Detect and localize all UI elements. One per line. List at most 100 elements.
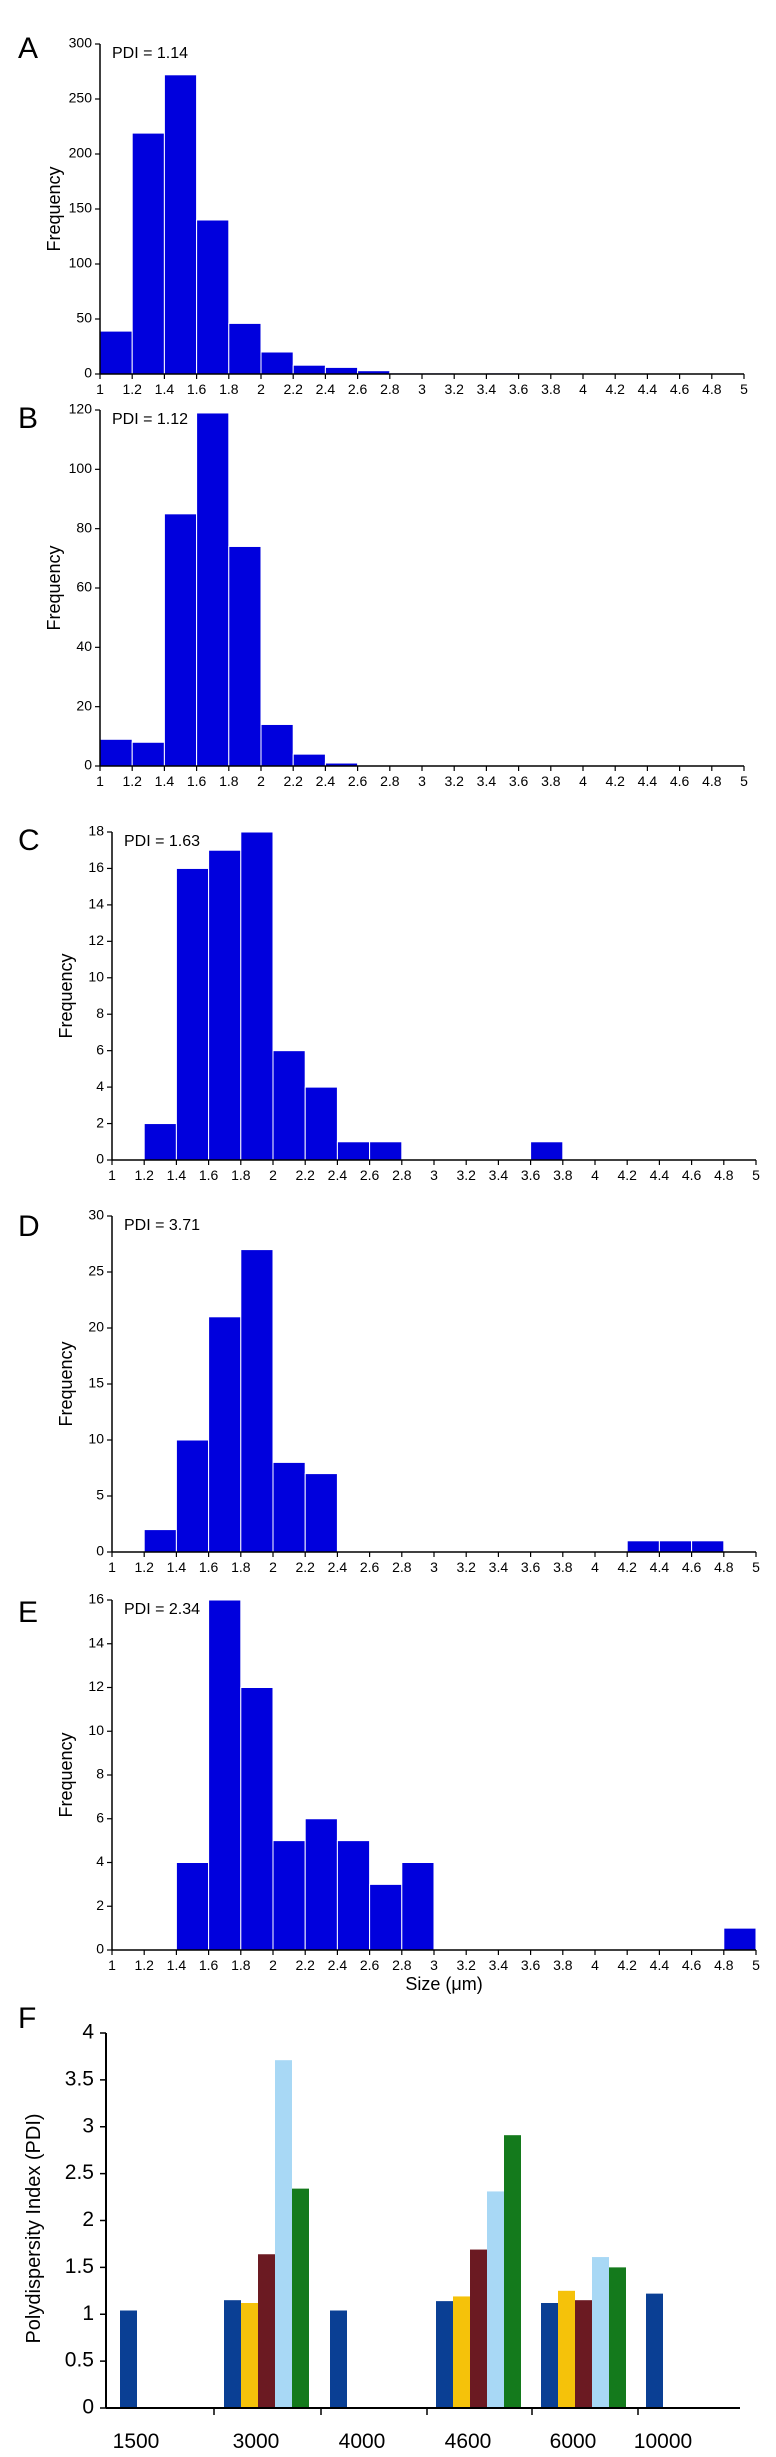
x-tick-label: 2.8 <box>380 773 400 789</box>
histogram-bar <box>208 1316 242 1553</box>
x-tick-label: 1.2 <box>134 1957 154 1973</box>
y-tick-label: 2 <box>82 2208 94 2231</box>
pdi-annotation: PDI = 2.34 <box>124 1601 200 1618</box>
x-tick-label: 2.4 <box>328 1559 348 1575</box>
panel-c-histogram: C 0 2 4 6 8 10 12 14 16 18 1 1.2 1.4 1.6 1.8 2 2.2 2.4 2.6 2… <box>18 823 760 1183</box>
histogram-bar <box>99 330 133 375</box>
panel-b-histogram: B 0 20 40 60 80 100 120 1 1.2 1.4 1.6 1.8 2 2.2 2.4 2.6 2… <box>18 401 748 789</box>
histogram-bar <box>143 1123 177 1161</box>
y-tick-label: 8 <box>96 1766 104 1782</box>
x-tick-label: 4 <box>591 1559 599 1575</box>
x-tick-label: 3.8 <box>553 1559 573 1575</box>
x-tick-label: 2.4 <box>316 773 336 789</box>
x-tick-label: 2.2 <box>295 1957 315 1973</box>
y-tick-label: 10 <box>88 1722 104 1738</box>
x-tick-label: 1.2 <box>134 1559 154 1575</box>
histogram-bar <box>131 741 165 767</box>
x-tick-label: 3.4 <box>477 773 497 789</box>
x-tick-label: 3 <box>430 1957 438 1973</box>
x-category-label: 6000 <box>550 2430 597 2453</box>
y-tick-label: 120 <box>69 401 93 417</box>
histogram-bar <box>336 1840 371 1951</box>
histogram-bar <box>304 1473 338 1553</box>
x-tick-label: 1 <box>96 381 104 397</box>
x-tick-label: 1.6 <box>187 773 207 789</box>
y-tick-label: 4 <box>96 1078 104 1094</box>
x-tick-label: 3.6 <box>509 381 529 397</box>
x-tick-label: 2.2 <box>295 1559 315 1575</box>
y-tick-label: 40 <box>76 638 92 654</box>
y-tick-label: 0 <box>96 1543 104 1559</box>
panel-letter: A <box>18 32 38 65</box>
x-tick-label: 1.6 <box>199 1167 219 1183</box>
pdi-bar <box>330 2310 347 2408</box>
x-tick-label: 5 <box>740 773 748 789</box>
x-tick-label: 1.2 <box>122 381 142 397</box>
x-tick-label: 3.4 <box>489 1559 509 1575</box>
panel-letter: B <box>18 402 38 435</box>
x-tick-label: 4.2 <box>617 1957 637 1973</box>
histogram-bar <box>304 1086 338 1161</box>
x-tick-label: 2 <box>269 1167 277 1183</box>
y-tick-label: 8 <box>96 1005 104 1021</box>
y-tick-label: 14 <box>88 1634 104 1650</box>
x-tick-label: 2.2 <box>283 773 303 789</box>
histogram-bar <box>175 1862 210 1951</box>
x-category-label: 4000 <box>339 2430 386 2453</box>
y-tick-label: 0 <box>84 757 92 773</box>
x-tick-label: 3.8 <box>541 773 561 789</box>
histogram-bar <box>240 1249 274 1553</box>
pdi-bar <box>504 2135 521 2408</box>
y-tick-label: 20 <box>76 697 92 713</box>
x-tick-label: 4.6 <box>682 1167 702 1183</box>
x-tick-label: 4.4 <box>650 1167 670 1183</box>
y-tick-label: 25 <box>88 1263 104 1279</box>
histogram-bar <box>369 1883 403 1951</box>
x-tick-label: 3.2 <box>456 1957 476 1973</box>
histogram-bar <box>240 831 274 1161</box>
x-tick-label: 2.2 <box>283 381 303 397</box>
y-tick-label: 60 <box>76 579 92 595</box>
x-tick-label: 2.8 <box>392 1559 412 1575</box>
x-tick-label: 4 <box>579 773 587 789</box>
histogram-bar <box>272 1050 306 1161</box>
histogram-bar <box>99 738 133 767</box>
y-axis-title: Polydispersity Index (PDI) <box>23 2113 45 2343</box>
histogram-bar <box>228 322 262 375</box>
y-tick-label: 10 <box>88 1431 104 1447</box>
y-tick-label: 3.5 <box>65 2067 94 2090</box>
pdi-bar <box>275 2060 292 2408</box>
x-tick-label: 3.2 <box>456 1167 476 1183</box>
x-tick-label: 3.2 <box>444 381 464 397</box>
y-tick-label: 80 <box>76 519 92 535</box>
histogram-bar <box>723 1927 757 1951</box>
histogram-bar <box>163 74 198 375</box>
x-category-label: 3000 <box>233 2430 280 2453</box>
x-tick-label: 2 <box>269 1957 277 1973</box>
x-tick-label: 1.8 <box>231 1167 251 1183</box>
x-tick-label: 3.6 <box>521 1559 541 1575</box>
x-tick-label: 2.6 <box>348 773 368 789</box>
y-tick-label: 12 <box>88 1678 104 1694</box>
x-tick-label: 5 <box>752 1167 760 1183</box>
x-axis-title: Size (μm) <box>405 1974 482 1994</box>
histogram-bar <box>260 723 294 767</box>
histogram-bar <box>228 545 262 767</box>
x-tick-label: 2 <box>269 1559 277 1575</box>
x-tick-label: 3.6 <box>509 773 529 789</box>
histogram-bar <box>272 1461 306 1553</box>
x-tick-label: 2.4 <box>328 1167 348 1183</box>
y-tick-label: 12 <box>88 932 104 948</box>
pdi-annotation: PDI = 1.12 <box>112 411 188 428</box>
y-tick-label: 2.5 <box>65 2161 94 2184</box>
x-tick-label: 3.2 <box>456 1559 476 1575</box>
panel-f-pdi-bar-chart: F 0 0.5 1 1.5 2 2.5 3 3.5 4 1500 3000 4000 4600 6000 10… <box>18 2002 740 2453</box>
y-axis-title: Frequency <box>44 166 64 251</box>
x-tick-label: 4.4 <box>650 1957 670 1973</box>
x-tick-label: 4.2 <box>617 1167 637 1183</box>
y-tick-label: 2 <box>96 1897 104 1913</box>
x-tick-label: 4.8 <box>702 773 722 789</box>
x-category-label: 1500 <box>113 2430 160 2453</box>
x-tick-label: 4 <box>591 1167 599 1183</box>
